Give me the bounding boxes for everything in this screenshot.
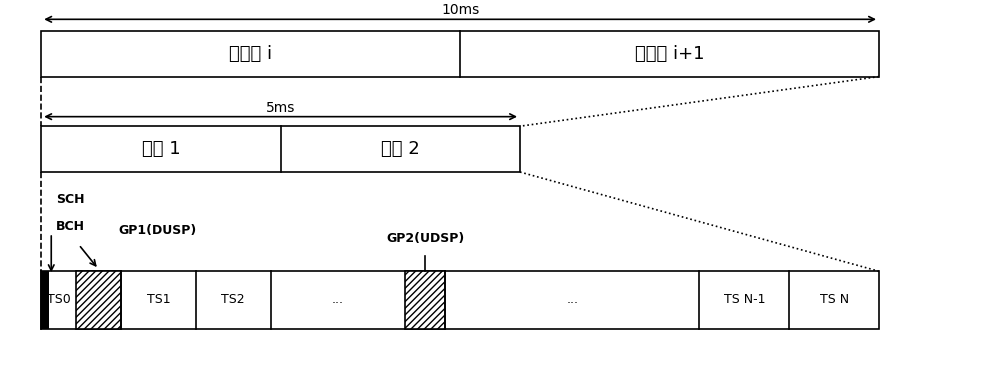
Text: ...: ... [566, 293, 578, 307]
FancyBboxPatch shape [76, 271, 121, 328]
Text: ...: ... [332, 293, 344, 307]
Text: 无线帧 i: 无线帧 i [229, 45, 272, 63]
Text: TS N: TS N [820, 293, 849, 307]
Text: SCH: SCH [56, 194, 85, 206]
Text: 10ms: 10ms [441, 4, 479, 18]
Text: GP1(DUSP): GP1(DUSP) [119, 224, 197, 237]
Text: TS N-1: TS N-1 [724, 293, 765, 307]
Text: 子帧 1: 子帧 1 [142, 140, 180, 158]
FancyBboxPatch shape [41, 31, 879, 77]
FancyBboxPatch shape [41, 271, 49, 328]
FancyBboxPatch shape [405, 271, 445, 328]
Text: GP2(UDSP): GP2(UDSP) [386, 231, 464, 244]
Text: TS1: TS1 [147, 293, 170, 307]
FancyBboxPatch shape [41, 271, 879, 328]
Text: 5ms: 5ms [266, 101, 295, 115]
Text: BCH: BCH [56, 220, 85, 233]
Text: TS0: TS0 [47, 293, 71, 307]
Text: TS2: TS2 [221, 293, 245, 307]
Text: 无线帧 i+1: 无线帧 i+1 [635, 45, 704, 63]
FancyBboxPatch shape [41, 126, 520, 172]
Text: 子帧 2: 子帧 2 [381, 140, 420, 158]
